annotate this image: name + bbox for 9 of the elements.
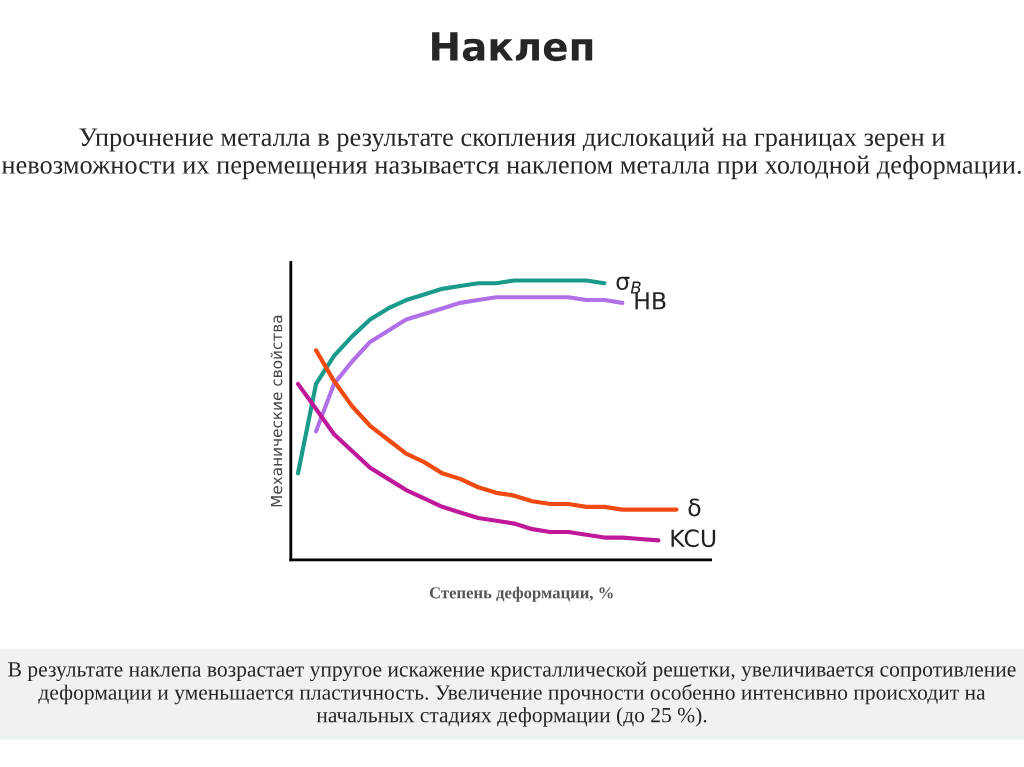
series-label: σ$_{B}$ [616,276,641,294]
text: В результате наклепа возрастает упругое искажение кристаллической решетки, увеличивается сопротивление деформации и уменьшается пластичность. Увеличение прочности особенно интенсивно происходит на начальных стадиях деформации (до 25 %). [8,661,1016,727]
y-axis-title: Механические свойства [270,315,283,507]
x-axis-title: Степень деформации, % [429,586,613,602]
chart-subtitle: Упрочнение металла в результате скопления дислокаций на границах зерен и невозможности их перемещения называется наклепом металла при холодной деформации. [1,127,1021,180]
series-label: HB [635,292,666,310]
series-label: δ [688,498,701,517]
chart-title: Наклеп [432,32,593,62]
series-label: KCU [671,529,716,548]
